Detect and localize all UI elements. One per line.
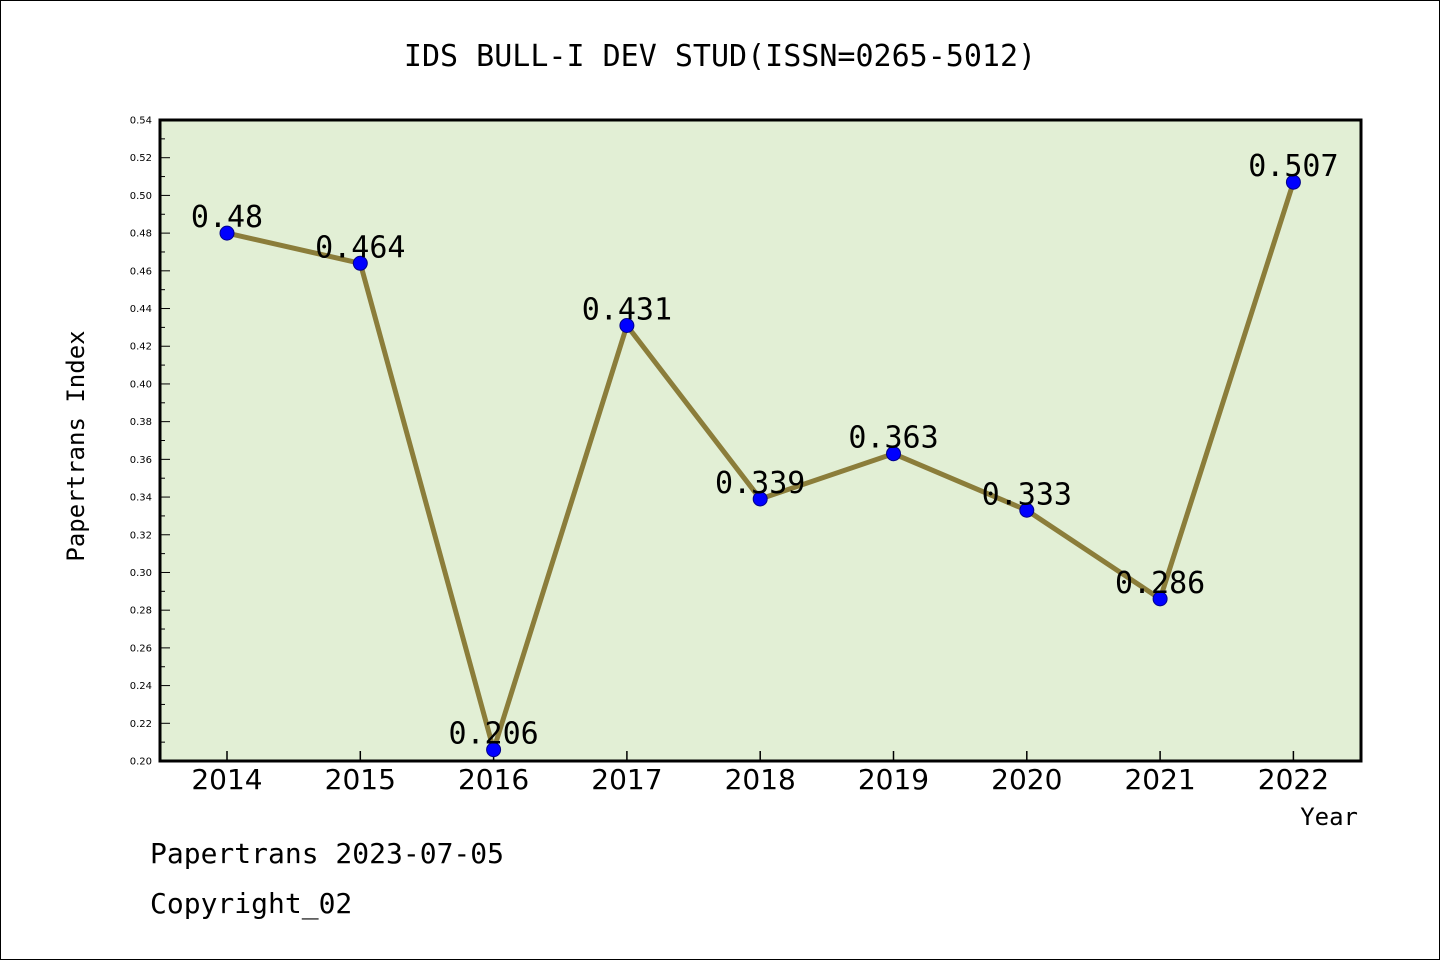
- footer-copyright: Copyright_02: [150, 887, 352, 921]
- x-tick-label: 2016: [458, 763, 529, 796]
- data-label: 0.464: [315, 230, 405, 265]
- y-tick-label: 0.50: [130, 191, 152, 202]
- plot-area: [158, 118, 1363, 763]
- data-label: 0.286: [1115, 566, 1205, 601]
- y-tick-label: 0.22: [130, 719, 152, 730]
- y-tick-label: 0.48: [130, 229, 152, 240]
- x-tick-label: 2022: [1258, 763, 1329, 796]
- x-tick-label: 2015: [325, 763, 396, 796]
- data-point: [352, 255, 368, 271]
- y-tick-label: 0.30: [130, 568, 152, 579]
- y-tick-label: 0.42: [130, 342, 152, 353]
- y-tick-label: 0.38: [130, 417, 152, 428]
- data-point: [486, 742, 502, 758]
- data-label: 0.206: [448, 717, 538, 752]
- x-tick-label: 2020: [991, 763, 1062, 796]
- y-tick-label: 0.36: [130, 455, 152, 466]
- y-tick-label: 0.54: [130, 116, 152, 127]
- y-axis-label: Papertrans Index: [62, 330, 90, 561]
- data-label: 0.431: [582, 292, 672, 327]
- y-tick-label: 0.26: [130, 643, 152, 654]
- x-axis: 2014 2015 2016 2017 2018 2019 2020 2021 2022: [191, 751, 1329, 796]
- y-tick-label: 0.20: [130, 757, 152, 768]
- data-point: [219, 225, 235, 241]
- y-tick-label: 0.32: [130, 530, 152, 541]
- y-tick-label: 0.52: [130, 153, 152, 164]
- y-axis: 0.20 0.22 0.24 0.26 0.28 0.30 0.32 0.34 0.36 0.38…: [130, 116, 170, 768]
- data-point: [1285, 174, 1301, 190]
- data-label: 0.363: [848, 421, 938, 456]
- data-label: 0.507: [1248, 149, 1338, 184]
- data-label: 0.339: [715, 466, 805, 501]
- data-point: [1019, 502, 1035, 518]
- data-label: 0.48: [191, 200, 263, 235]
- data-point: [886, 446, 901, 462]
- y-tick-label: 0.24: [130, 681, 152, 692]
- footer-date: Papertrans 2023-07-05: [150, 837, 504, 870]
- x-axis-label: Year: [1300, 803, 1358, 831]
- x-tick-label: 2014: [191, 763, 262, 796]
- chart-title: IDS BULL-I DEV STUD(ISSN=0265-5012): [404, 39, 1036, 74]
- data-point: [752, 491, 768, 507]
- x-tick-label: 2018: [725, 763, 796, 796]
- data-point: [619, 317, 635, 333]
- x-tick-label: 2017: [591, 763, 662, 796]
- y-tick-label: 0.34: [130, 493, 152, 504]
- data-point: [1152, 591, 1168, 607]
- data-label: 0.333: [982, 477, 1072, 512]
- x-tick-label: 2021: [1124, 763, 1195, 796]
- y-tick-label: 0.28: [130, 606, 152, 617]
- y-tick-label: 0.44: [130, 304, 152, 315]
- series-group: 0.48 0.464 0.206 0.431 0.339 0.363 0.333 0.286 0…: [191, 149, 1339, 758]
- y-tick-label: 0.46: [130, 266, 152, 277]
- x-tick-label: 2019: [858, 763, 929, 796]
- y-tick-label: 0.40: [130, 379, 152, 390]
